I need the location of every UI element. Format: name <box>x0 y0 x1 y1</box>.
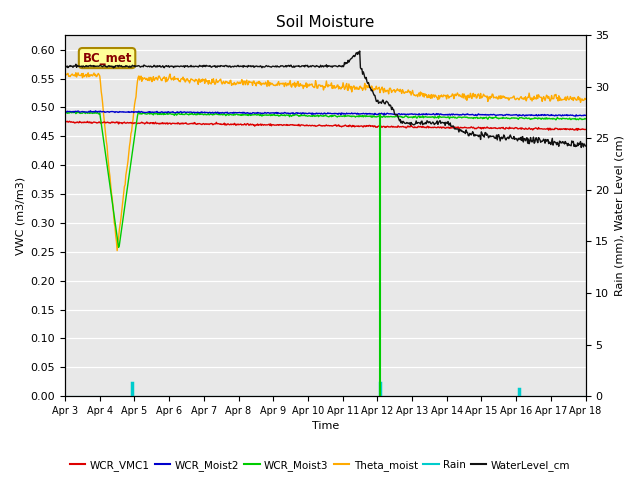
WCR_VMC1 <box>178 120 186 126</box>
Text: BC_met: BC_met <box>83 51 132 65</box>
WCR_Moist3 <box>115 244 122 250</box>
WCR_Moist2 <box>572 113 579 119</box>
Theta_moist <box>179 76 186 82</box>
Theta_moist <box>405 88 413 94</box>
Y-axis label: Rain (mm), Water Level (cm): Rain (mm), Water Level (cm) <box>615 135 625 296</box>
Legend: WCR_VMC1, WCR_Moist2, WCR_Moist3, Theta_moist, Rain, WaterLevel_cm: WCR_VMC1, WCR_Moist2, WCR_Moist3, Theta_… <box>66 456 574 475</box>
WCR_VMC1 <box>574 127 582 133</box>
WCR_Moist2 <box>86 108 94 114</box>
Theta_moist <box>72 70 80 76</box>
Theta_moist <box>113 248 121 253</box>
Theta_moist <box>70 72 78 78</box>
WaterLevel_cm <box>404 120 412 126</box>
WCR_VMC1 <box>389 123 397 129</box>
Line: WCR_VMC1: WCR_VMC1 <box>65 121 586 130</box>
WCR_VMC1 <box>61 119 69 125</box>
Theta_moist <box>61 73 69 79</box>
Line: WCR_Moist3: WCR_Moist3 <box>65 111 586 247</box>
WCR_Moist2 <box>582 112 589 118</box>
WCR_Moist2 <box>70 109 78 115</box>
WaterLevel_cm <box>356 48 364 54</box>
WaterLevel_cm <box>205 63 212 69</box>
WCR_Moist3 <box>390 114 397 120</box>
WaterLevel_cm <box>61 64 69 70</box>
Theta_moist <box>125 144 133 149</box>
WCR_Moist2 <box>61 108 69 114</box>
Y-axis label: VWC (m3/m3): VWC (m3/m3) <box>15 177 25 255</box>
WCR_VMC1 <box>582 127 589 132</box>
WCR_Moist2 <box>389 111 397 117</box>
Title: Soil Moisture: Soil Moisture <box>276 15 374 30</box>
Theta_moist <box>206 80 214 86</box>
WCR_Moist3 <box>405 114 413 120</box>
WCR_VMC1 <box>404 123 412 129</box>
Theta_moist <box>582 96 589 102</box>
WCR_VMC1 <box>125 120 132 126</box>
WCR_VMC1 <box>205 121 213 127</box>
WCR_Moist2 <box>205 110 213 116</box>
WaterLevel_cm <box>389 107 397 112</box>
Line: WCR_Moist2: WCR_Moist2 <box>65 111 586 116</box>
Line: WaterLevel_cm: WaterLevel_cm <box>65 51 586 147</box>
WaterLevel_cm <box>124 64 132 70</box>
WaterLevel_cm <box>177 63 185 69</box>
WCR_Moist3 <box>179 111 186 117</box>
WCR_Moist2 <box>404 112 412 118</box>
WaterLevel_cm <box>70 63 78 69</box>
WCR_VMC1 <box>63 119 71 124</box>
WCR_Moist2 <box>125 108 132 114</box>
WCR_Moist3 <box>70 108 78 114</box>
WCR_Moist3 <box>125 170 133 176</box>
WaterLevel_cm <box>582 143 589 149</box>
WaterLevel_cm <box>577 144 585 150</box>
Line: Theta_moist: Theta_moist <box>65 73 586 251</box>
WCR_Moist3 <box>61 109 69 115</box>
Theta_moist <box>390 87 397 93</box>
WCR_Moist3 <box>71 109 79 115</box>
WCR_Moist3 <box>582 116 589 121</box>
X-axis label: Time: Time <box>312 421 339 432</box>
WCR_VMC1 <box>71 120 79 126</box>
WCR_Moist2 <box>178 110 186 116</box>
WCR_Moist3 <box>206 111 214 117</box>
